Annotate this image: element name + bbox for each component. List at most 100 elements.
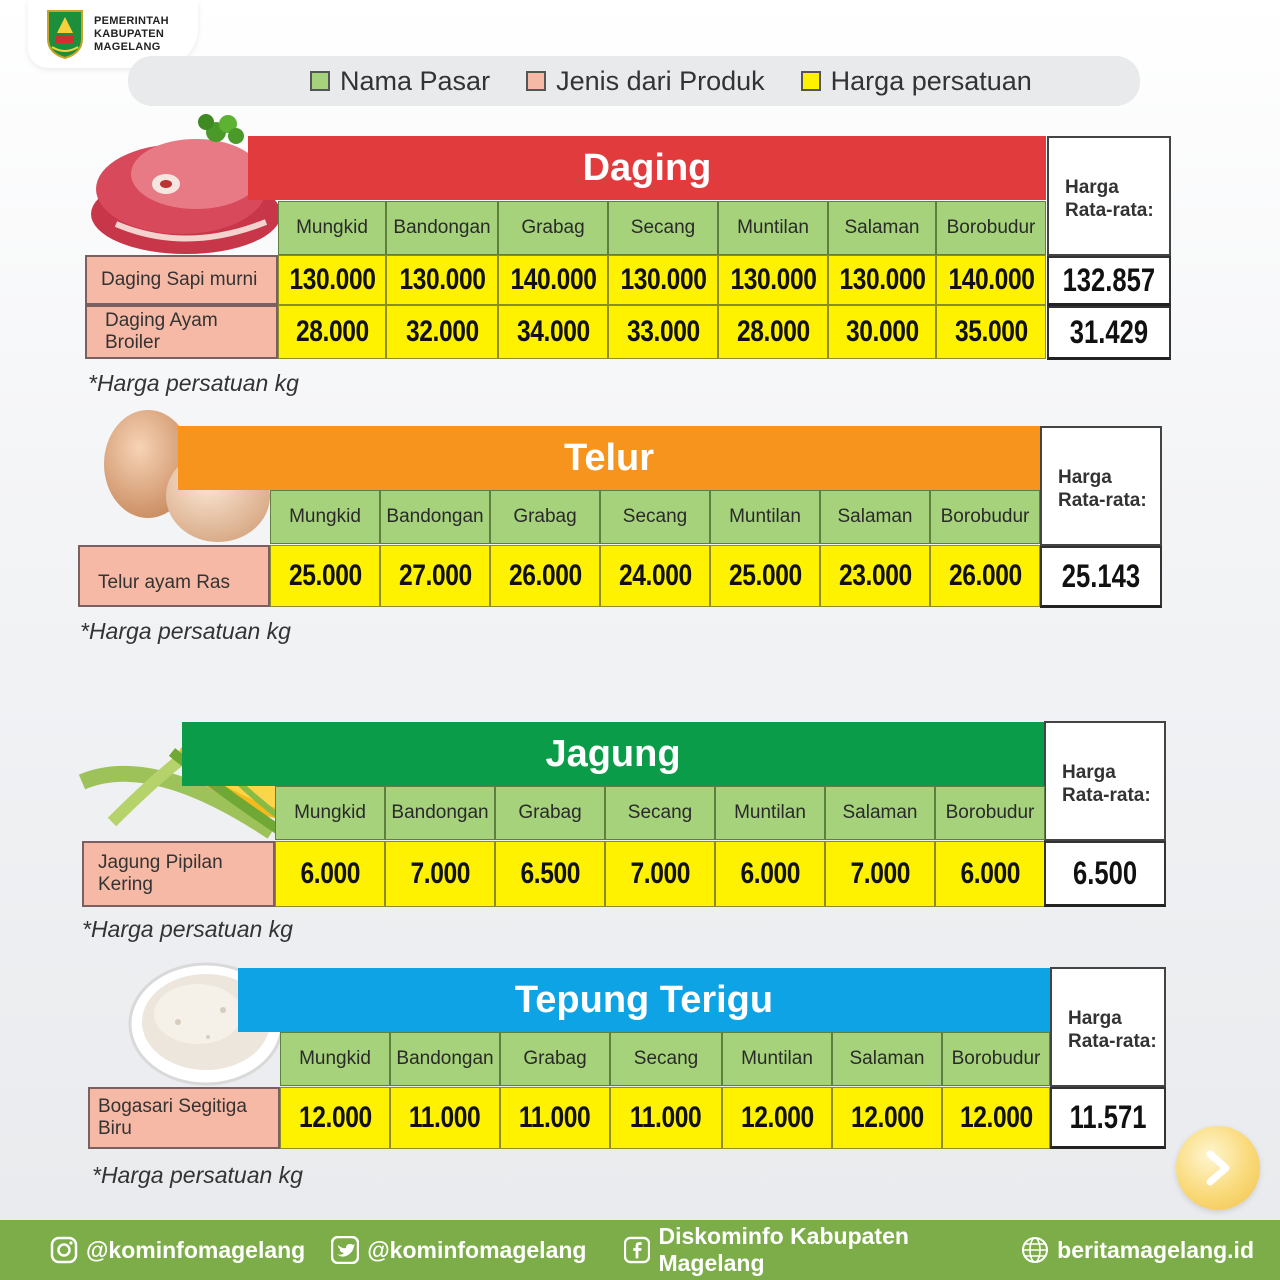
- price-cell: 11.000: [500, 1087, 610, 1149]
- average-header-line: Rata-rata:: [1062, 785, 1151, 806]
- market-header-cell: Salaman: [825, 786, 935, 840]
- market-header-cell: Mungkid: [278, 201, 386, 255]
- price-value: 28.000: [736, 315, 810, 348]
- price-value: 35.000: [954, 315, 1028, 348]
- price-value: 7.000: [410, 857, 470, 890]
- price-cell: 11.000: [610, 1087, 722, 1149]
- market-header-cell: Bandongan: [380, 490, 490, 544]
- price-cell: 25.000: [710, 545, 820, 607]
- price-cell: 33.000: [608, 305, 718, 359]
- price-row: 28.000 32.000 34.000 33.000 28.000 30.00…: [278, 305, 1046, 359]
- unit-note: *Harga persatuan kg: [92, 1162, 303, 1188]
- price-value: 6.500: [520, 857, 580, 890]
- social-label: Diskominfo Kabupaten Magelang: [658, 1223, 909, 1276]
- social-twitter[interactable]: @kominfomagelang: [331, 1236, 586, 1264]
- average-value-cell: 11.571: [1050, 1087, 1166, 1149]
- average-value: 25.143: [1061, 558, 1141, 594]
- meat-illustration: [91, 114, 281, 254]
- price-cell: 7.000: [385, 841, 495, 907]
- price-value: 11.000: [409, 1101, 481, 1134]
- market-header-cell: Borobudur: [930, 490, 1040, 544]
- price-value: 27.000: [398, 559, 472, 592]
- price-value: 6.000: [300, 857, 360, 890]
- price-cell: 12.000: [280, 1087, 390, 1149]
- price-cell: 23.000: [820, 545, 930, 607]
- market-header-cell: Grabag: [490, 490, 600, 544]
- social-label: @kominfomagelang: [367, 1236, 587, 1263]
- logo-badge: PEMERINTAH KABUPATEN MAGELANG: [28, 0, 198, 68]
- average-header-line: Rata-rata:: [1058, 490, 1147, 511]
- unit-note: *Harga persatuan kg: [88, 370, 299, 396]
- price-cell: 130.000: [608, 255, 718, 305]
- market-header-cell: Muntilan: [715, 786, 825, 840]
- average-header-line: Harga: [1062, 762, 1116, 783]
- section-title-banner: Tepung Terigu: [238, 968, 1050, 1032]
- market-header-cell: Borobudur: [935, 786, 1045, 840]
- regency-emblem-icon: [47, 10, 83, 59]
- average-value-cell: 6.500: [1044, 841, 1166, 907]
- price-value: 26.000: [508, 559, 582, 592]
- market-header-cell: Bandongan: [386, 201, 498, 255]
- legend-item-price: Harga persatuan: [800, 66, 1032, 97]
- legend-item-market: Nama Pasar: [310, 66, 490, 97]
- average-value: 6.500: [1072, 855, 1138, 891]
- legend-swatch: [526, 71, 547, 91]
- product-name-cell: Jagung Pipilan Kering: [82, 841, 275, 907]
- price-cell: 28.000: [278, 305, 386, 359]
- price-value: 6.000: [740, 857, 800, 890]
- market-header-row: Mungkid Bandongan Grabag Secang Muntilan…: [280, 1032, 1050, 1086]
- price-cell: 28.000: [718, 305, 828, 359]
- price-value: 25.000: [728, 559, 802, 592]
- market-header-cell: Salaman: [820, 490, 930, 544]
- price-value: 11.000: [630, 1101, 702, 1134]
- social-instagram[interactable]: @kominfomagelang: [50, 1236, 305, 1264]
- average-header-line: Rata-rata:: [1068, 1031, 1157, 1052]
- social-facebook[interactable]: Diskominfo Kabupaten Magelang: [624, 1223, 995, 1277]
- average-header: Harga Rata-rata:: [1050, 967, 1166, 1087]
- chevron-right-icon: [1206, 1150, 1230, 1186]
- price-cell: 6.500: [495, 841, 605, 907]
- price-cell: 130.000: [828, 255, 936, 305]
- price-row: 130.000 130.000 140.000 130.000 130.000 …: [278, 255, 1046, 305]
- social-website[interactable]: beritamagelang.id: [1021, 1236, 1254, 1264]
- social-label: @kominfomagelang: [86, 1236, 306, 1263]
- legend-item-product: Jenis dari Produk: [526, 66, 765, 97]
- next-page-button[interactable]: [1176, 1126, 1260, 1210]
- average-value: 132.857: [1062, 262, 1156, 298]
- average-header: Harga Rata-rata:: [1047, 136, 1171, 256]
- logo-line: PEMERINTAH: [94, 14, 169, 27]
- market-header-cell: Bandongan: [390, 1032, 500, 1086]
- market-header-cell: Borobudur: [942, 1032, 1050, 1086]
- price-value: 7.000: [850, 857, 910, 890]
- product-name-cell: Daging Ayam Broiler: [85, 305, 278, 359]
- price-row: 6.000 7.000 6.500 7.000 6.000 7.000 6.00…: [275, 841, 1045, 907]
- price-value: 130.000: [398, 263, 486, 296]
- market-header-cell: Secang: [605, 786, 715, 840]
- price-value: 7.000: [630, 857, 690, 890]
- market-header-cell: Mungkid: [280, 1032, 390, 1086]
- price-cell: 34.000: [498, 305, 608, 359]
- market-header-row: Mungkid Bandongan Grabag Secang Muntilan…: [270, 490, 1040, 544]
- price-cell: 140.000: [936, 255, 1046, 305]
- price-cell: 130.000: [386, 255, 498, 305]
- price-cell: 12.000: [722, 1087, 832, 1149]
- price-value: 32.000: [405, 315, 479, 348]
- logo-text: PEMERINTAH KABUPATEN MAGELANG: [94, 15, 169, 54]
- logo-line: MAGELANG: [94, 40, 161, 53]
- unit-note: *Harga persatuan kg: [82, 916, 293, 942]
- section-title-banner: Jagung: [182, 722, 1044, 786]
- market-header-cell: Secang: [600, 490, 710, 544]
- market-header-cell: Salaman: [832, 1032, 942, 1086]
- price-cell: 6.000: [715, 841, 825, 907]
- price-value: 12.000: [298, 1101, 372, 1134]
- section-title-banner: Telur: [178, 426, 1040, 490]
- price-cell: 26.000: [930, 545, 1040, 607]
- price-value: 130.000: [838, 263, 926, 296]
- price-cell: 7.000: [605, 841, 715, 907]
- facebook-icon: [624, 1236, 651, 1264]
- price-cell: 6.000: [275, 841, 385, 907]
- product-name-cell: Telur ayam Ras: [78, 545, 270, 607]
- price-value: 12.000: [850, 1101, 924, 1134]
- price-value: 23.000: [838, 559, 912, 592]
- market-header-cell: Mungkid: [270, 490, 380, 544]
